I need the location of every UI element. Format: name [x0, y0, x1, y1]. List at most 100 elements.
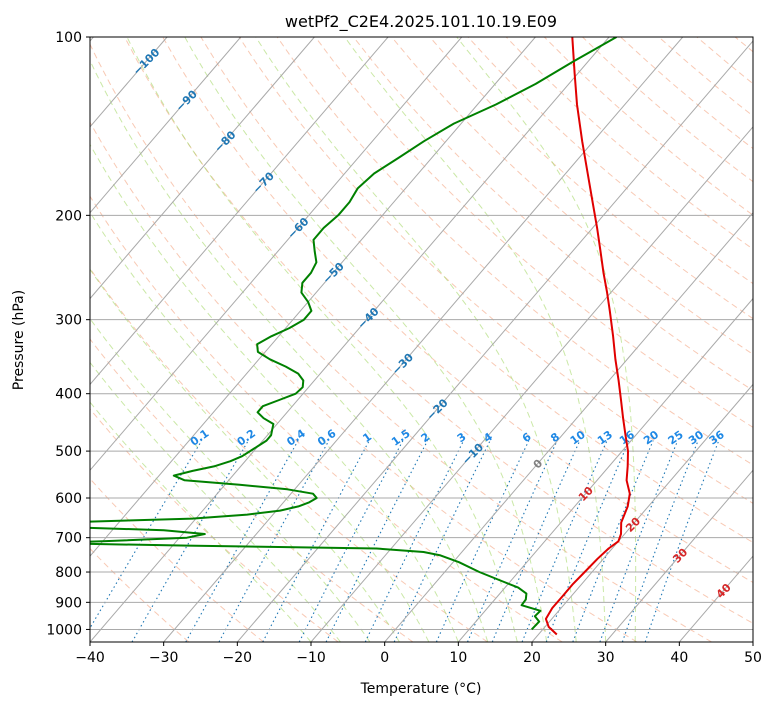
isotherm-label: −60 [285, 215, 312, 242]
mixing-ratio-line [262, 440, 370, 642]
mixing-ratio-line [466, 440, 558, 642]
moist-adiabat [344, 37, 607, 642]
isotherm-line [90, 37, 463, 472]
isotherm-line [90, 37, 242, 214]
dry-adiabat [90, 121, 638, 642]
moist-adiabat [456, 37, 637, 642]
y-tick-label: 600 [55, 491, 82, 507]
dewpoint-profile [90, 37, 617, 631]
mixing-ratio-line [298, 440, 404, 642]
mixing-ratio-line [572, 440, 654, 642]
dry-adiabat [124, 37, 753, 624]
mixing-ratio-line [545, 440, 630, 642]
dry-adiabat [90, 547, 190, 642]
mixing-ratio-label: 6 [520, 430, 534, 445]
isotherm-line [90, 37, 389, 386]
mixing-ratio-line [325, 440, 429, 642]
mixing-ratio-line [599, 440, 679, 642]
isotherm-line [90, 37, 315, 300]
dry-adiabat [353, 37, 753, 392]
mixing-ratio-line [621, 440, 699, 642]
isotherm-label: −90 [173, 87, 200, 114]
mixing-ratio-label: 30 [686, 428, 706, 448]
y-tick-label: 400 [55, 387, 82, 403]
moist-adiabat [90, 268, 400, 642]
dry-adiabat [238, 37, 753, 504]
mixing-ratio-label: 2 [419, 430, 433, 445]
mixing-ratio-line [185, 440, 299, 642]
dry-adiabat [543, 37, 753, 216]
dry-adiabat [200, 37, 753, 544]
mixing-ratio-label: 36 [707, 428, 727, 448]
isotherm-line [531, 383, 753, 642]
dry-adiabat [90, 267, 488, 642]
moist-adiabat [90, 211, 430, 642]
series-layer [90, 37, 631, 636]
isotherm-label: −80 [212, 128, 239, 155]
mixing-ratio-line [491, 440, 581, 642]
moist-adiabat [90, 59, 489, 642]
y-tick-label: 300 [55, 313, 82, 329]
isotherm-line [236, 40, 753, 642]
mixing-ratio-line [218, 440, 330, 642]
dry-adiabat [90, 477, 264, 642]
x-tick-label: 50 [744, 650, 762, 666]
x-tick-label: 30 [597, 650, 615, 666]
isotherm-label: −70 [250, 169, 277, 196]
x-tick-label: −10 [296, 650, 326, 666]
dry-adiabat [90, 195, 563, 642]
y-axis-ticks: 100 200 300 400 500 600 700 800 900 1000 [46, 30, 90, 638]
isotherm-line [163, 37, 684, 642]
isotherm-label-layer: 0.1 0.2 0.4 0.6 1 1.5 2 3 4 6 8 10 13 16 20 25 30 36−100−… [130, 46, 734, 601]
mixing-ratio-line [364, 440, 465, 642]
mixing-ratio-label: 4 [481, 430, 495, 445]
dry-adiabat [162, 37, 753, 584]
mixing-ratio-line [393, 440, 491, 642]
isotherm-line [90, 37, 536, 557]
grid-layer [90, 37, 753, 642]
isotherm-line [457, 297, 753, 642]
y-tick-label: 800 [55, 565, 82, 581]
isotherm-label: −30 [390, 351, 417, 378]
y-axis-label: Pressure (hPa) [11, 290, 27, 390]
moist-adiabat [184, 37, 548, 642]
x-tick-label: 20 [523, 650, 541, 666]
dry-adiabat [429, 37, 753, 320]
y-tick-label: 200 [55, 208, 82, 224]
mixing-ratio-label: 25 [666, 428, 686, 447]
x-tick-label: 10 [449, 650, 467, 666]
mixing-ratio-label: 0.1 [188, 427, 211, 449]
moist-adiabat [90, 361, 341, 642]
dry-adiabat [90, 43, 712, 642]
mixing-ratio-label: 1.5 [389, 427, 412, 449]
isotherm-line [605, 469, 753, 642]
mixing-ratio-label: 3 [455, 430, 469, 445]
x-tick-label: −20 [223, 650, 253, 666]
isotherm-label: −40 [355, 305, 382, 332]
isotherm-line [90, 37, 610, 642]
mixing-ratio-label: 13 [595, 428, 615, 447]
dry-adiabat [90, 408, 339, 642]
y-tick-label: 500 [55, 444, 82, 460]
dry-adiabat [505, 37, 753, 250]
moist-adiabat [90, 401, 312, 642]
mixing-ratio-line [644, 440, 720, 642]
mixing-ratio-line [521, 440, 608, 642]
dry-adiabat [314, 37, 753, 428]
isotherm-line [384, 211, 753, 642]
y-tick-label: 900 [55, 595, 82, 611]
moist-adiabat [255, 37, 577, 642]
isotherm-label: −20 [424, 396, 451, 423]
moist-adiabat [126, 37, 518, 642]
mixing-ratio-label: 0.2 [235, 427, 258, 449]
x-tick-label: 0 [380, 650, 389, 666]
mixing-ratio-line [131, 440, 249, 642]
x-axis-label: Temperature (°C) [360, 681, 482, 697]
isotherm-label: −50 [320, 260, 347, 287]
isotherm-label: −10 [460, 441, 487, 468]
y-tick-label: 1000 [46, 622, 82, 638]
x-tick-label: −30 [149, 650, 179, 666]
dry-adiabat [734, 37, 753, 53]
mixing-ratio-label: 0.6 [315, 427, 339, 449]
